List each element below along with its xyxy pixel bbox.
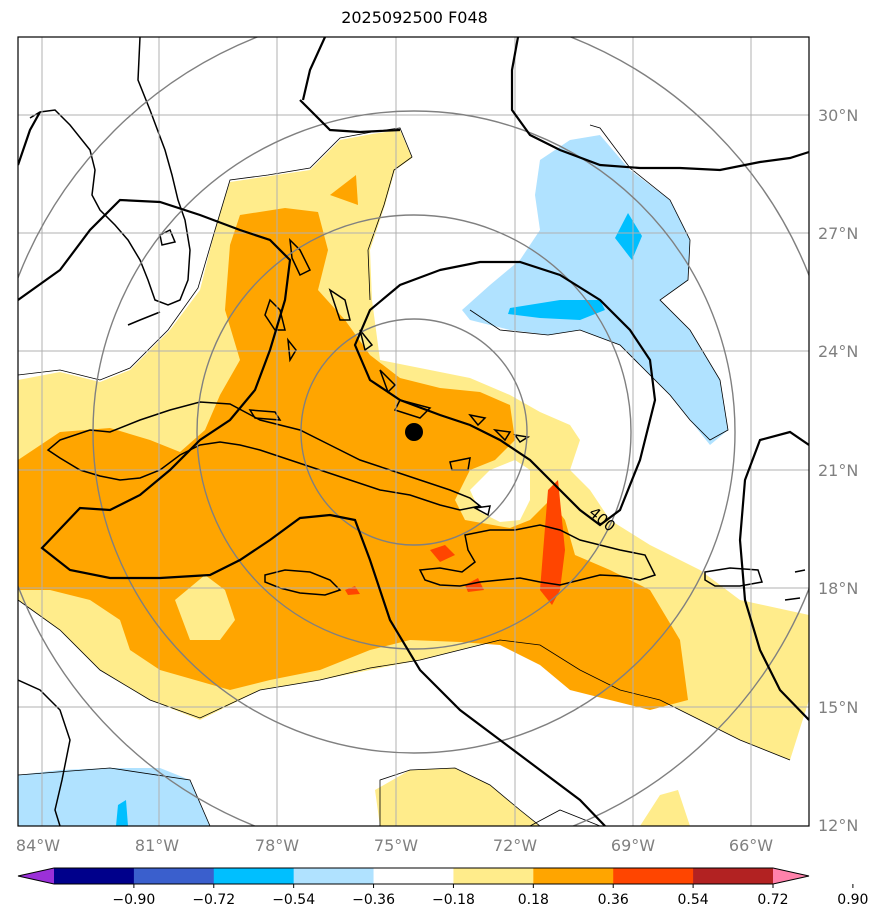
lon-label: 66°W xyxy=(729,836,773,855)
colorbar-segment xyxy=(293,868,375,884)
lat-label: 12°N xyxy=(818,816,858,835)
contour-west-trough xyxy=(18,198,606,826)
colorbar-segment xyxy=(54,868,135,884)
colorbar-tick-label: −0.72 xyxy=(192,892,235,908)
colorbar-segment xyxy=(613,868,694,884)
colorbar-tick-label: −0.36 xyxy=(352,892,395,908)
lon-label: 84°W xyxy=(16,836,60,855)
lat-label: 27°N xyxy=(818,224,858,243)
latitude-labels: 30°N 27°N 24°N 21°N 18°N 15°N 12°N xyxy=(818,106,858,835)
map-area: 400 xyxy=(18,37,809,826)
shading-deep-sky-blue xyxy=(116,213,642,826)
colorbar-tick-label: 0.18 xyxy=(518,892,549,908)
colorbar-outline xyxy=(17,867,810,885)
colorbar-tick-label: 0.36 xyxy=(598,892,629,908)
shading-light-yellow-inner xyxy=(175,575,235,640)
lat-label: 15°N xyxy=(818,698,858,717)
height-contours xyxy=(18,37,809,826)
colorbar: −0.90 −0.72 −0.54 −0.36 −0.18 0.18 0.36 0.54 0.7… xyxy=(17,867,868,908)
colorbar-segment xyxy=(373,868,454,884)
coastline-cuba xyxy=(46,401,482,511)
lat-label: 30°N xyxy=(818,106,858,125)
contour-closed-low xyxy=(353,260,657,527)
colorbar-tick-label: −0.54 xyxy=(272,892,315,908)
colorbar-segment xyxy=(133,868,215,884)
map-frame xyxy=(17,36,810,827)
coastline-florida xyxy=(29,37,191,306)
lon-label: 75°W xyxy=(374,836,418,855)
lon-label: 81°W xyxy=(135,836,179,855)
longitude-labels: 84°W 81°W 78°W 75°W 72°W 69°W 66°W xyxy=(16,836,773,855)
colorbar-tick-label: 0.72 xyxy=(757,892,788,908)
contour-north xyxy=(301,37,327,101)
coastline-jamaica xyxy=(264,569,342,596)
colorbar-tick-label: 0.90 xyxy=(837,892,868,908)
colorbar-extend-low xyxy=(18,868,54,884)
lon-label: 69°W xyxy=(611,836,655,855)
colorbar-tick-label: 0.54 xyxy=(678,892,709,908)
range-rings xyxy=(18,37,809,826)
colorbar-tick-label: −0.90 xyxy=(112,892,155,908)
shading-light-blue xyxy=(18,135,728,826)
colorbar-segment xyxy=(533,868,614,884)
lat-label: 18°N xyxy=(818,579,858,598)
lat-label: 24°N xyxy=(818,342,858,361)
colorbar-segment xyxy=(693,868,774,884)
lon-label: 78°W xyxy=(255,836,299,855)
map-title: 2025092500 F048 xyxy=(341,8,488,27)
storm-center-marker xyxy=(405,423,423,441)
colorbar-segment xyxy=(453,868,534,884)
lon-label: 72°W xyxy=(493,836,537,855)
colorbar-tick-label: −0.18 xyxy=(432,892,475,908)
contour-east xyxy=(738,430,809,721)
shading-orange xyxy=(18,175,688,710)
lat-label: 21°N xyxy=(818,461,858,480)
colorbar-extend-high xyxy=(773,868,809,884)
colorbar-segment xyxy=(213,868,295,884)
